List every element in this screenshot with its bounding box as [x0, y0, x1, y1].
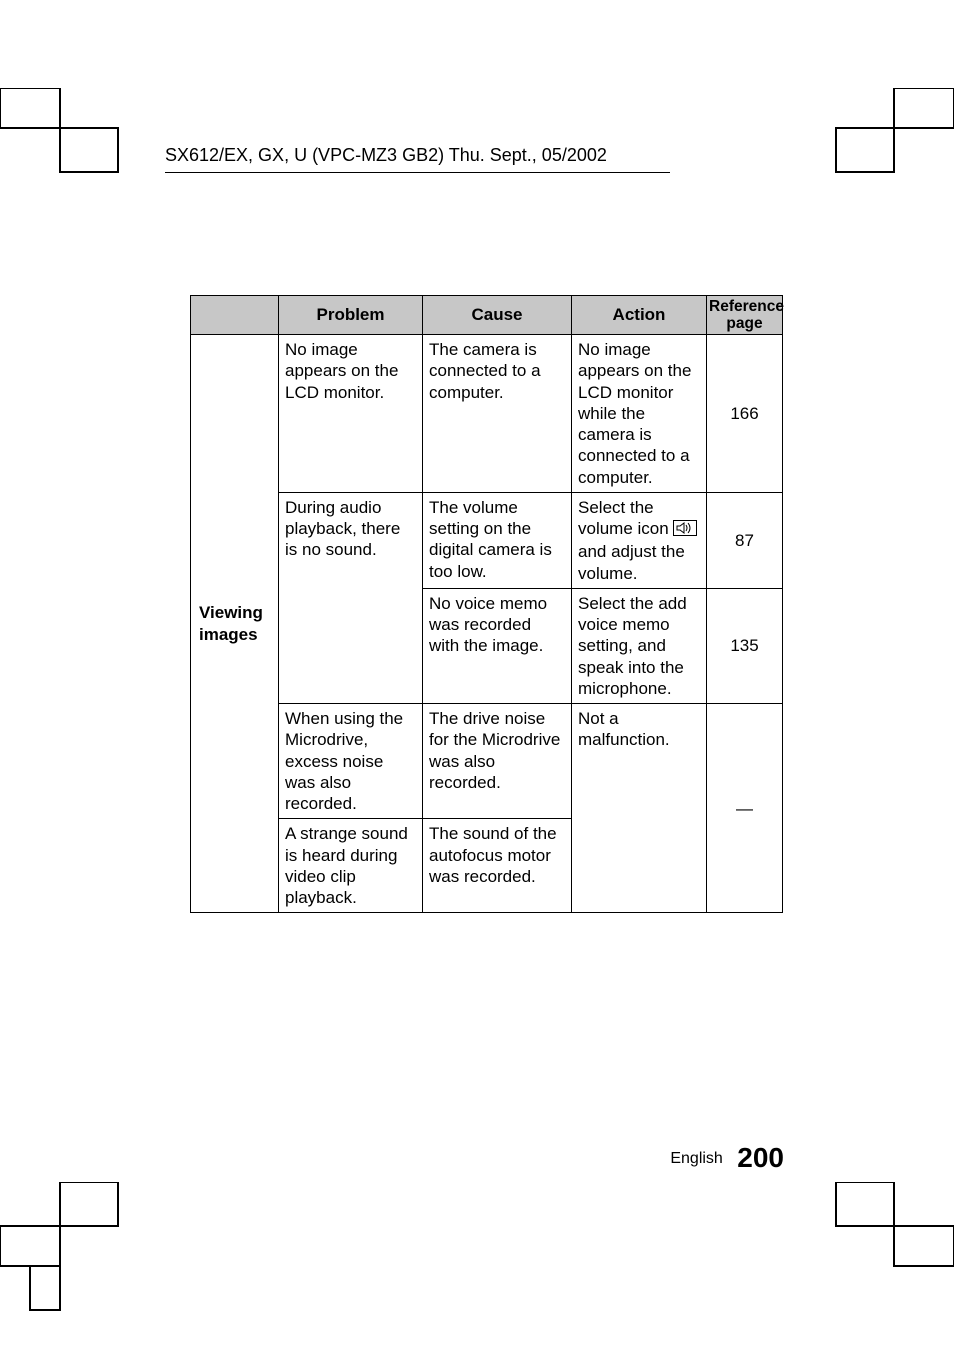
- col-blank: [191, 296, 279, 335]
- action-post: and adjust the volume.: [578, 542, 685, 582]
- col-action: Action: [572, 296, 707, 335]
- cell-ref: 166: [707, 335, 783, 493]
- troubleshoot-table: Problem Cause Action Reference page View…: [190, 295, 782, 913]
- row-category: Viewing images: [191, 335, 279, 913]
- cell-cause: No voice memo was recorded with the imag…: [423, 588, 572, 703]
- volume-icon: [673, 520, 697, 541]
- cell-problem: During audio playback, there is no sound…: [279, 492, 423, 703]
- cell-cause: The drive noise for the Microdrive was a…: [423, 704, 572, 819]
- cell-problem: When using the Microdrive, excess noise …: [279, 704, 423, 819]
- table-row: When using the Microdrive, excess noise …: [191, 704, 783, 819]
- cell-cause: The camera is connected to a computer.: [423, 335, 572, 493]
- cell-cause: The volume setting on the digital camera…: [423, 492, 572, 588]
- header-text: SX612/EX, GX, U (VPC-MZ3 GB2) Thu. Sept.…: [165, 145, 607, 166]
- footer-label: English: [670, 1150, 722, 1167]
- crop-mark-top-left: [0, 88, 120, 174]
- cell-action: Select the add voice memo setting, and s…: [572, 588, 707, 703]
- footer-page-number: 200: [737, 1142, 784, 1173]
- cell-action: No image appears on the LCD monitor whil…: [572, 335, 707, 493]
- cell-cause: The sound of the autofocus motor was rec…: [423, 819, 572, 913]
- crop-mark-top-right: [834, 88, 954, 174]
- action-pre: Select the volume icon: [578, 498, 673, 538]
- cell-action: Select the volume icon and adjust the vo…: [572, 492, 707, 588]
- cell-ref: —: [707, 704, 783, 913]
- header-underline: [165, 172, 670, 173]
- crop-mark-bottom-right: [834, 1182, 954, 1312]
- col-cause: Cause: [423, 296, 572, 335]
- crop-mark-bottom-left: [0, 1182, 120, 1312]
- cell-problem: No image appears on the LCD monitor.: [279, 335, 423, 493]
- cell-problem: A strange sound is heard during video cl…: [279, 819, 423, 913]
- rowhead-line1: Viewing: [199, 603, 263, 622]
- table-row: Viewing images No image appears on the L…: [191, 335, 783, 493]
- table-row: During audio playback, there is no sound…: [191, 492, 783, 588]
- cell-ref: 135: [707, 588, 783, 703]
- cell-action: Not a malfunction.: [572, 704, 707, 913]
- col-problem: Problem: [279, 296, 423, 335]
- page-footer: English 200: [670, 1138, 784, 1170]
- col-reference: Reference page: [707, 296, 783, 335]
- cell-ref: 87: [707, 492, 783, 588]
- rowhead-line2: images: [199, 625, 258, 644]
